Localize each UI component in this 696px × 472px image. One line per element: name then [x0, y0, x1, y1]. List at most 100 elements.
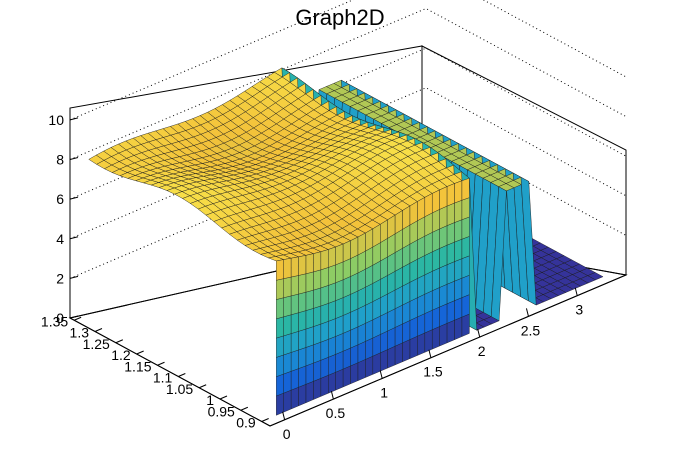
surface-wall-strip	[446, 300, 455, 324]
surface-wall-strip	[439, 264, 448, 288]
surface-wall-strip	[454, 180, 463, 204]
surface-wall-strip	[335, 243, 344, 266]
y-tick-label: 1.15	[124, 358, 151, 374]
surface-wall-strip	[432, 189, 440, 214]
surface-wall-strip	[417, 197, 426, 222]
surface-wall-strip	[320, 285, 329, 307]
surface-wall-strip	[446, 261, 455, 285]
y-tick-mark	[240, 406, 249, 411]
surface-wall-strip	[313, 269, 322, 291]
x-tick-label: 0.5	[326, 405, 346, 421]
surface-wall-strip	[335, 333, 344, 355]
y-tick-label: 1.35	[41, 313, 68, 329]
y-tick-label: 0.9	[236, 415, 256, 431]
y-tick-label: 1	[206, 392, 214, 408]
surface-wall-strip	[305, 362, 314, 385]
y-tick-mark	[261, 418, 269, 422]
z-tick-label: 6	[56, 191, 64, 207]
z-tick-mark	[69, 275, 79, 279]
surface-wall-strip	[276, 373, 284, 397]
surface-wall-strip	[335, 297, 344, 319]
surface-wall-strip	[283, 314, 292, 337]
surface-wall-strip	[461, 216, 470, 240]
frame-front	[69, 274, 627, 427]
surface-wall-strip	[432, 228, 440, 253]
surface-wall-strip	[320, 249, 329, 271]
surface-wall-strip	[350, 344, 359, 367]
surface-wall-strip	[439, 205, 448, 230]
surface-wall-strip	[328, 371, 336, 394]
surface-wall-strip	[409, 201, 418, 226]
z-tick-label: 4	[56, 231, 64, 247]
surface-wall-strip	[365, 355, 374, 378]
surface-wall-strip	[394, 323, 403, 347]
z-gridline	[69, 0, 627, 121]
surface-wall-strip	[283, 276, 292, 298]
surface-wall-strip	[328, 282, 336, 304]
surface-wall-strip	[424, 329, 433, 353]
surface-wall-strip	[446, 183, 455, 207]
x-tick-label: 1	[380, 384, 388, 400]
y-tick-mark	[219, 395, 228, 400]
surface-wall-strip	[328, 264, 336, 286]
surface-wall-strip	[320, 267, 329, 289]
x-axis: 0 0.5 1 1.5 2 2.5 3	[282, 287, 583, 442]
y-tick-label: 1.05	[166, 381, 193, 397]
floor-cell	[587, 272, 604, 281]
surface-wall-strip	[454, 258, 463, 282]
surface-wall-strip	[372, 334, 381, 357]
y-tick-label: 1.3	[70, 325, 90, 341]
surface-wall-strip	[283, 389, 292, 413]
surface-wall-strip	[461, 177, 470, 201]
y-axis: 0.90.951 1.051.11.151.21.251.31.35	[41, 313, 269, 431]
surface-wall-strip	[350, 236, 359, 259]
surface-wall-strip	[335, 350, 344, 373]
surface-wall-strip	[454, 277, 463, 301]
surface-wall-strip	[298, 365, 307, 388]
surface-wall-strip	[328, 318, 336, 340]
surface-wall-strip	[432, 248, 440, 272]
surface-wall-strip	[439, 186, 448, 210]
surface-wall-strip	[454, 238, 463, 262]
surface-wall-strip	[298, 347, 307, 369]
x-tick-mark	[428, 349, 432, 358]
z-tick-label: 10	[48, 112, 64, 128]
surface-wall-strip	[298, 255, 307, 276]
surface-wall-strip	[424, 193, 433, 218]
front-right-edge	[269, 274, 627, 427]
z-tick-mark	[69, 236, 79, 240]
z-axis: 0 2 4 6 8 10	[48, 110, 79, 326]
surface-wall-strip	[305, 308, 314, 330]
surface-wall-strip	[350, 308, 359, 331]
y-tick-mark	[94, 328, 103, 332]
surface-wall-strip	[313, 341, 322, 364]
surface-wall-strip	[276, 354, 284, 377]
x-tick-mark	[574, 287, 578, 296]
surface-wall-strip	[446, 202, 455, 226]
x-tick-label: 3	[575, 302, 583, 318]
z-gridline	[69, 126, 627, 279]
surface-wall-strip	[439, 244, 448, 269]
surface-wall-strip	[320, 321, 329, 343]
surface-wall-strip	[432, 326, 440, 350]
surface-wall-strip	[439, 225, 448, 249]
x-tick-label: 2.5	[521, 322, 541, 338]
surface-wall-strip	[298, 310, 307, 332]
surface-wall-strip	[372, 352, 381, 375]
surface-wall-strip	[283, 333, 292, 356]
y-tick-label: 1.25	[83, 336, 110, 352]
surface-wall-strip	[342, 311, 351, 334]
surface-wall-strip	[290, 312, 299, 334]
x-tick-mark	[525, 308, 529, 317]
surface-wall-strip	[290, 349, 299, 372]
surface-wall-strip	[417, 332, 426, 356]
surface-wall-strip	[424, 270, 433, 295]
x-tick-mark	[330, 390, 334, 400]
surface-wall-strip	[394, 342, 403, 366]
surface-wall-strip	[446, 241, 455, 265]
surface-wall-strip	[313, 251, 322, 273]
surface-wall-strip	[417, 293, 426, 318]
z-tick-label: 2	[56, 270, 64, 286]
surface-wall-strip	[402, 339, 411, 363]
surface-wall-strip	[409, 316, 418, 340]
